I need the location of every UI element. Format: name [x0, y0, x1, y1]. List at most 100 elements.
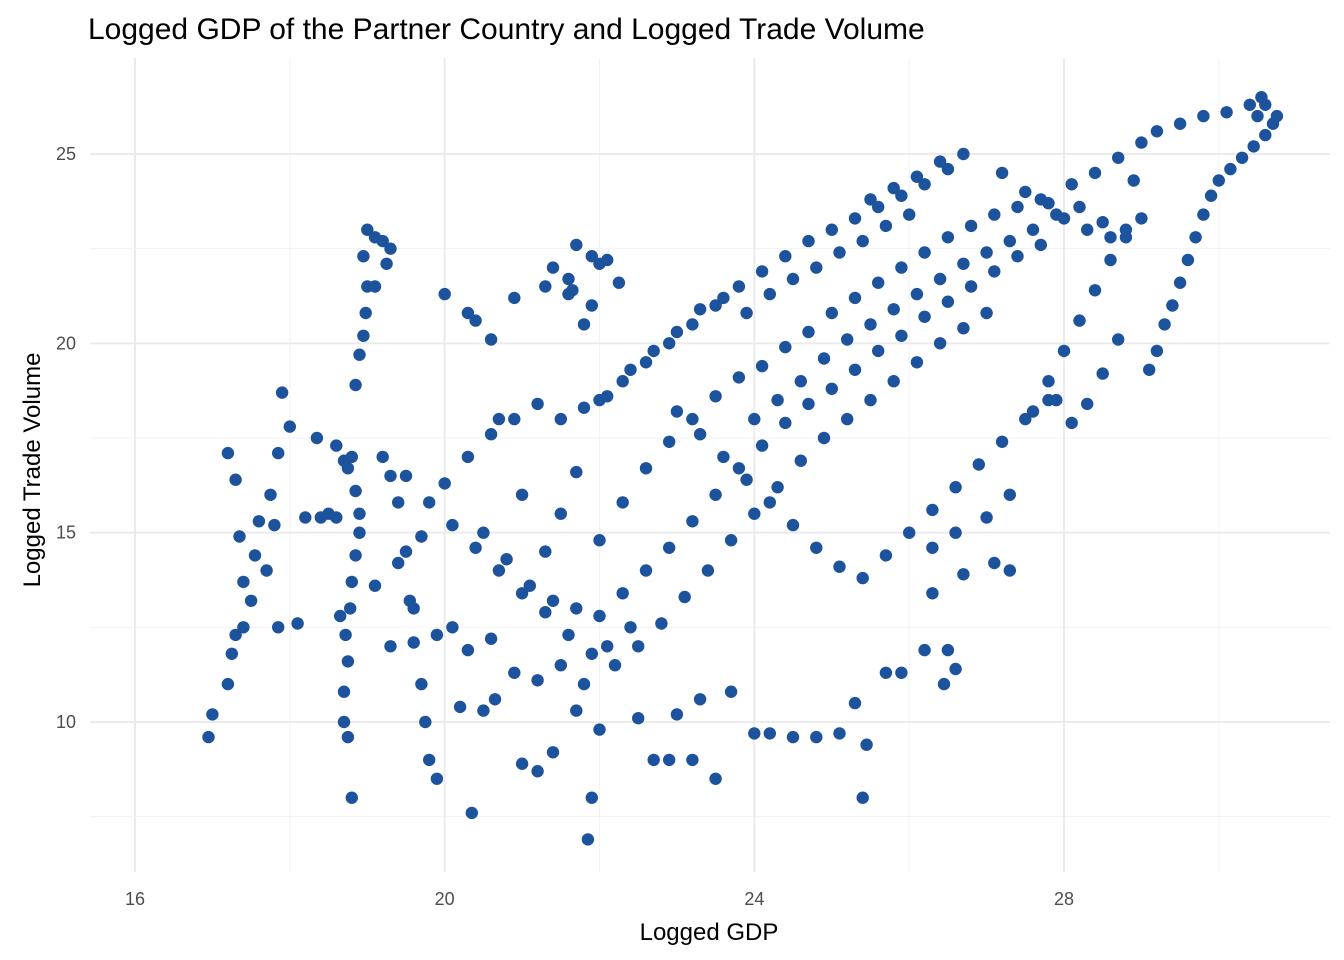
data-point	[1003, 564, 1016, 577]
data-point	[980, 306, 993, 320]
y-axis-ticks: 10 15 20 25	[56, 144, 76, 732]
data-point	[344, 602, 357, 615]
data-point	[1143, 363, 1156, 376]
data-point	[539, 606, 552, 619]
data-point	[887, 303, 900, 316]
data-point	[771, 393, 784, 407]
data-point	[585, 791, 598, 804]
data-point	[407, 636, 420, 649]
data-point	[353, 507, 366, 520]
data-point	[779, 250, 792, 263]
data-point	[608, 659, 622, 672]
data-point	[639, 564, 653, 577]
data-point	[1073, 314, 1086, 327]
data-point	[670, 325, 684, 339]
data-point	[872, 344, 885, 358]
data-point	[1247, 140, 1260, 153]
data-point	[740, 306, 753, 320]
data-point	[779, 416, 792, 430]
data-point	[918, 643, 931, 657]
data-point	[872, 200, 885, 214]
data-point	[593, 723, 606, 736]
data-point	[438, 287, 451, 301]
data-point	[616, 587, 629, 600]
data-point	[337, 685, 351, 698]
data-point	[879, 666, 893, 679]
data-point	[724, 685, 738, 698]
data-point	[492, 564, 506, 577]
data-point	[1212, 174, 1226, 187]
data-point	[446, 621, 459, 634]
data-point	[895, 189, 908, 202]
data-point	[864, 318, 877, 331]
data-point	[1204, 189, 1218, 202]
data-point	[229, 628, 242, 642]
data-point	[1119, 223, 1133, 236]
data-point	[748, 412, 761, 426]
data-point	[376, 234, 389, 248]
data-point	[624, 363, 637, 376]
data-point	[508, 291, 521, 305]
data-point	[964, 219, 978, 233]
data-point	[895, 666, 908, 679]
data-point	[539, 545, 552, 558]
data-point	[833, 727, 846, 740]
data-point	[1112, 151, 1125, 164]
data-point	[268, 518, 281, 532]
data-point	[345, 575, 358, 589]
data-point	[1011, 200, 1024, 214]
data-point	[469, 541, 482, 554]
data-point	[771, 481, 784, 494]
data-point	[546, 746, 560, 759]
data-point	[833, 560, 846, 573]
data-point	[593, 534, 606, 547]
data-point	[244, 594, 258, 607]
data-point	[539, 280, 552, 293]
data-point	[546, 261, 560, 274]
x-tick-label: 20	[435, 889, 455, 909]
data-point	[825, 382, 838, 395]
data-point	[910, 356, 924, 369]
data-point	[755, 439, 769, 452]
data-point	[264, 488, 277, 501]
data-point	[554, 659, 567, 672]
data-point	[392, 496, 405, 509]
data-point	[755, 265, 769, 278]
data-point	[1259, 128, 1272, 142]
data-point	[570, 238, 583, 252]
data-point	[1003, 234, 1016, 248]
data-point	[1042, 375, 1055, 388]
data-point	[562, 272, 575, 286]
data-point	[291, 617, 304, 630]
data-point	[1003, 488, 1016, 501]
data-point	[399, 469, 413, 483]
y-tick-label: 10	[56, 712, 76, 732]
data-point	[593, 609, 606, 623]
data-point	[748, 727, 761, 740]
data-point	[1096, 216, 1109, 229]
data-point	[825, 306, 838, 320]
data-point	[763, 287, 776, 301]
data-point	[786, 518, 800, 532]
data-point	[275, 386, 289, 399]
y-tick-label: 20	[56, 333, 76, 353]
data-point	[612, 276, 626, 289]
data-point	[1065, 178, 1078, 191]
data-point	[1057, 344, 1071, 358]
data-point	[484, 632, 498, 645]
chart-title: Logged GDP of the Partner Country and Lo…	[88, 13, 925, 46]
x-tick-label: 28	[1054, 889, 1074, 909]
data-point	[655, 617, 668, 630]
data-point	[957, 147, 970, 161]
data-point	[647, 753, 660, 767]
data-point	[709, 390, 722, 403]
data-point	[577, 318, 591, 331]
data-point	[1112, 333, 1125, 346]
data-point	[1026, 405, 1040, 418]
data-point	[407, 602, 420, 615]
data-point	[1019, 185, 1032, 199]
data-point	[252, 515, 266, 528]
data-point	[709, 772, 722, 785]
data-point	[995, 435, 1009, 448]
data-point	[260, 564, 273, 577]
